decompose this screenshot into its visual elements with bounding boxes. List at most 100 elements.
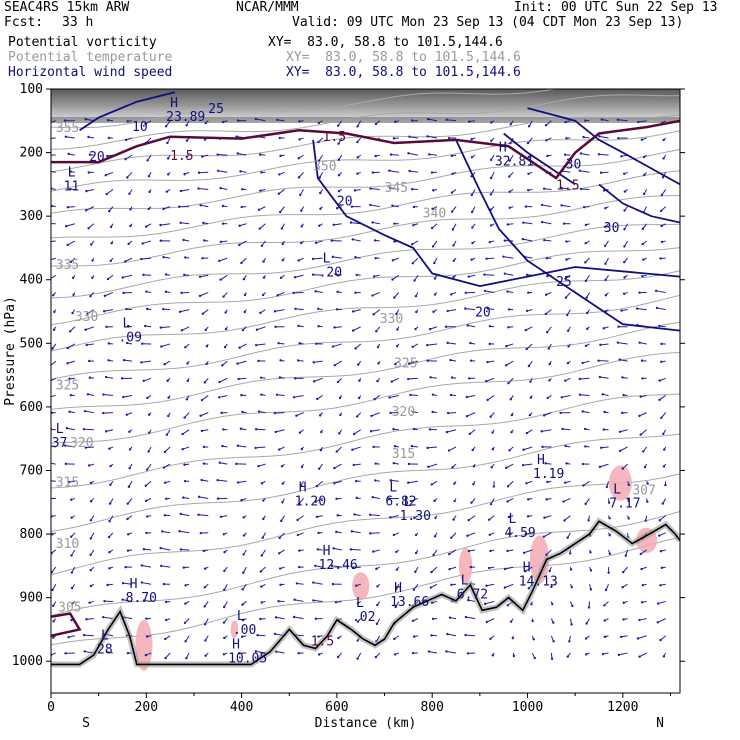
- wind-vector: [409, 136, 418, 139]
- extremum-marker: L: [404, 495, 412, 510]
- wind-vector-head: [466, 652, 470, 655]
- wind-vector-head: [429, 586, 433, 589]
- extremum-marker: H: [537, 453, 545, 468]
- wind-vector-head: [470, 138, 473, 141]
- extremum-value: 11: [64, 180, 80, 195]
- wind-vector: [429, 153, 438, 156]
- wind-vector-head: [584, 223, 588, 227]
- wind-vector-head: [585, 622, 588, 625]
- wind-vector-head: [144, 499, 148, 503]
- y-tick-label: 800: [20, 527, 43, 542]
- wind-vector: [504, 273, 514, 276]
- wind-vector-head: [163, 481, 167, 484]
- wind-vector-head: [483, 273, 486, 276]
- wind-vector-head: [65, 427, 69, 430]
- wind-vector: [294, 274, 304, 278]
- wind-vector-head: [52, 620, 55, 623]
- wind-vector-head: [585, 653, 588, 656]
- wind-vector: [580, 152, 590, 156]
- isentrope-line: [51, 473, 680, 576]
- wind-vector-head: [352, 310, 355, 313]
- wind-vector-head: [488, 342, 492, 346]
- wind-vector-head: [281, 482, 284, 485]
- wind-vector-head: [452, 518, 455, 521]
- isentrope-label: 330: [75, 310, 98, 325]
- wind-vector-head: [83, 650, 86, 653]
- wind-vector-head: [242, 516, 245, 519]
- wind-vector-head: [450, 583, 453, 587]
- wind-vector-head: [524, 570, 527, 573]
- wind-vector-head: [199, 204, 202, 207]
- wind-vector-head: [314, 500, 317, 503]
- wind-vector-head: [542, 535, 546, 538]
- wind-vector-head: [450, 376, 454, 379]
- wind-vector-head: [662, 655, 666, 658]
- wind-vector: [486, 583, 495, 587]
- wind-vector-head: [664, 483, 667, 487]
- wind-vector-head: [84, 446, 88, 449]
- wind-vector: [313, 582, 323, 585]
- wind-vector-head: [464, 633, 467, 637]
- wind-vector-head: [638, 414, 641, 418]
- wind-vector-head: [317, 121, 321, 125]
- wind-vector-head: [395, 312, 398, 316]
- wind-vector: [640, 429, 647, 435]
- wind-vector-head: [127, 485, 131, 488]
- wind-vector-head: [487, 518, 491, 521]
- wind-vector-head: [564, 277, 567, 280]
- wind-vector: [276, 651, 285, 654]
- wind-vector-head: [338, 396, 342, 400]
- wind-vector: [123, 582, 133, 585]
- extremum-marker: L: [56, 422, 64, 437]
- wind-vector-head: [428, 153, 431, 156]
- wind-vector-head: [451, 172, 454, 175]
- wind-vector-head: [108, 447, 111, 450]
- wind-vector-head: [349, 548, 353, 551]
- wind-vector-head: [319, 207, 322, 210]
- wind-vector-head: [540, 203, 544, 207]
- wind-vector-head: [627, 517, 630, 520]
- wind-vector-head: [315, 515, 319, 519]
- wind-vector-head: [164, 618, 168, 622]
- wind-vector-head: [122, 291, 125, 295]
- isentrope-line: [51, 89, 558, 129]
- wind-vector-head: [395, 568, 399, 571]
- wind-vector-head: [299, 241, 303, 245]
- wind-vector-head: [522, 221, 525, 224]
- wind-vector-head: [490, 121, 493, 124]
- wind-vector-head: [391, 278, 394, 281]
- wind-vector: [334, 463, 342, 469]
- x-tick-label: 600: [325, 700, 348, 715]
- wind-vector: [274, 309, 285, 312]
- wind-vector: [350, 222, 361, 225]
- wind-vector-head: [544, 124, 548, 127]
- wind-vector-head: [236, 362, 239, 365]
- wind-vector-head: [292, 615, 296, 619]
- wind-vector: [428, 118, 438, 122]
- wind-vector-head: [142, 379, 146, 383]
- wind-vector: [141, 360, 152, 363]
- x-tick-label: 800: [420, 700, 443, 715]
- extremum-value: 6.72: [457, 587, 488, 602]
- pv-contour-label: 1.5: [323, 130, 346, 145]
- wind-vector-head: [395, 345, 399, 348]
- wind-vector-head: [598, 375, 602, 379]
- wind-vector: [259, 223, 266, 230]
- wind-vector-head: [89, 553, 92, 557]
- wind-vector-head: [69, 260, 73, 264]
- wind-vector: [639, 618, 647, 621]
- wind-vector-head: [433, 261, 436, 265]
- wind-vector-head: [566, 313, 569, 317]
- wind-vector-head: [52, 604, 55, 608]
- wind-vector-head: [299, 193, 302, 197]
- wind-vector-head: [331, 582, 335, 586]
- wind-vector-head: [607, 501, 611, 504]
- wind-vector-head: [641, 227, 645, 231]
- wind-vector-head: [603, 410, 606, 414]
- wind-vector-head: [104, 375, 108, 379]
- wind-vector-head: [109, 464, 112, 468]
- wind-vector-head: [205, 345, 209, 348]
- wind-vector-head: [127, 533, 130, 536]
- wind-vector-head: [550, 585, 553, 589]
- wind-vector: [162, 530, 171, 534]
